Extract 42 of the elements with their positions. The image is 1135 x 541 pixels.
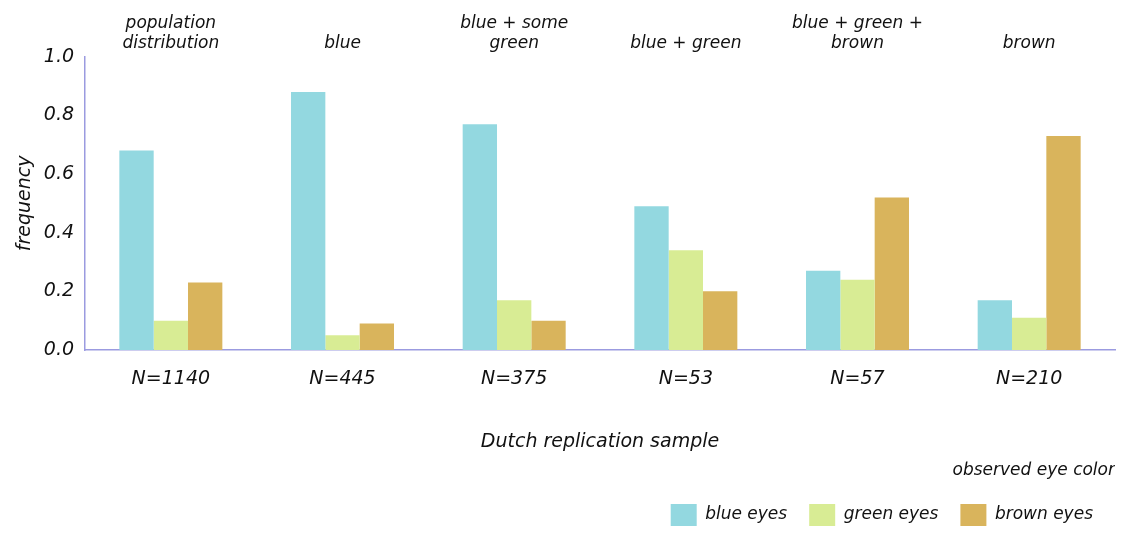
y-axis-title: frequency <box>12 154 35 252</box>
x-tick-label: population distribution <box>122 11 220 53</box>
x-tick-label: blue <box>324 32 361 53</box>
text: N=375 <box>480 366 548 389</box>
x-axis-title: Dutch replication sample <box>480 429 720 452</box>
bar <box>874 197 909 350</box>
bar <box>325 335 360 350</box>
bar <box>291 91 326 350</box>
text: N=1140 <box>131 366 211 389</box>
bar <box>634 206 669 350</box>
bar <box>703 291 738 350</box>
legend-label: green eyes <box>843 503 939 524</box>
bar <box>531 320 566 350</box>
bar <box>1046 135 1081 350</box>
bar <box>806 270 841 350</box>
x-tick-label: blue + some green <box>460 11 569 53</box>
y-tick-label: 0.6 <box>43 161 75 184</box>
text: N=445 <box>309 366 376 389</box>
y-tick-label: 0.8 <box>43 102 75 125</box>
bar <box>840 279 875 350</box>
text: N=57 <box>830 366 885 389</box>
bar <box>188 282 223 350</box>
y-tick-label: 0.0 <box>43 336 75 359</box>
bar <box>668 250 704 350</box>
y-tick-label: 0.2 <box>43 278 75 301</box>
bar <box>497 300 532 350</box>
text: N=210 <box>995 366 1063 389</box>
bar <box>462 124 498 350</box>
bar <box>977 300 1012 350</box>
bar <box>153 320 189 350</box>
x-tick-label: blue + green <box>630 32 742 53</box>
legend-label: blue eyes <box>705 503 788 524</box>
text: N=53 <box>658 366 713 389</box>
y-tick-label: 1.0 <box>43 43 75 66</box>
legend-label: brown eyes <box>994 503 1094 524</box>
x-tick-label: brown <box>1002 32 1056 53</box>
bar <box>1012 317 1047 350</box>
y-tick-label: 0.4 <box>43 219 75 242</box>
bar <box>359 323 395 350</box>
legend-title: observed eye color <box>952 458 1116 479</box>
x-tick-label: blue + green + brown <box>792 11 923 53</box>
bar <box>119 150 154 350</box>
